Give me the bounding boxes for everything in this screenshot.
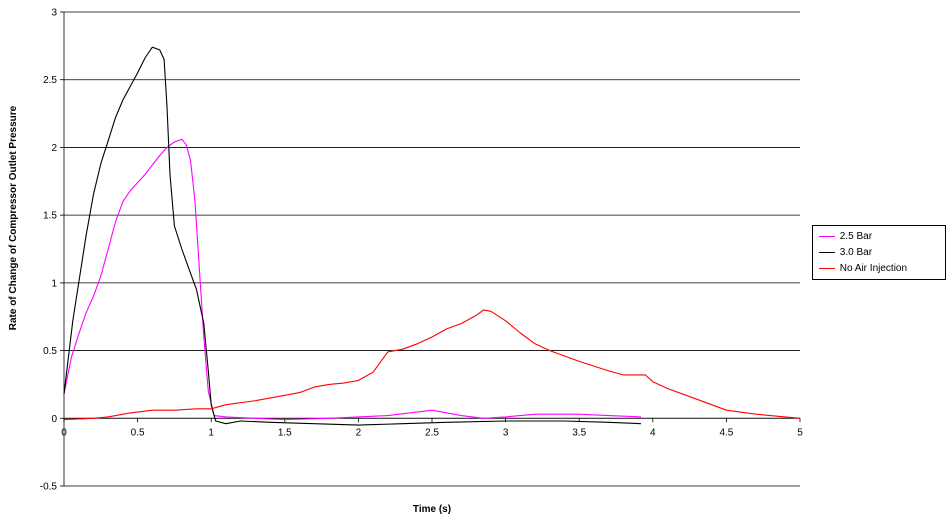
legend-label: No Air Injection <box>839 263 908 274</box>
y-tick-label: 1 <box>51 278 57 289</box>
series-line-2-5-bar <box>63 138 642 421</box>
x-tick-label: 3.5 <box>572 427 586 438</box>
legend-swatch <box>819 251 835 253</box>
y-tick-label: 0 <box>51 414 57 425</box>
y-tick-label: -0.5 <box>40 482 58 493</box>
y-tick-label: 1.5 <box>43 211 57 222</box>
y-tick-label: 2 <box>51 143 57 154</box>
x-tick-label: 2 <box>356 427 362 438</box>
series-lines <box>63 46 801 426</box>
legend-item-2-5-bar: 2.5 Bar <box>819 230 872 244</box>
x-tick-label: 0.5 <box>131 427 145 438</box>
x-tick-label: 4.5 <box>719 427 733 438</box>
x-tick-label: 3 <box>503 427 509 438</box>
x-tick-label: 1.5 <box>278 427 292 438</box>
axes <box>60 11 801 487</box>
legend-item-no-air-injection: No Air Injection <box>819 262 907 276</box>
x-tick-label: 1 <box>208 427 214 438</box>
series-line-3-0-bar <box>63 46 642 426</box>
y-tick-labels: -0.5 0 0.5 1 1.5 2 2.5 3 <box>40 8 58 493</box>
y-axis-title: Rate of Change of Compressor Outlet Pres… <box>8 105 19 330</box>
legend-label: 2.5 Bar <box>839 231 873 242</box>
y-tick-label: 3 <box>51 8 57 19</box>
legend-item-3-0-bar: 3.0 Bar <box>819 246 872 260</box>
x-tick-label: 4 <box>650 427 656 438</box>
x-axis-title: Time (s) <box>413 504 451 515</box>
y-tick-label: 2.5 <box>43 75 57 86</box>
legend-swatch <box>819 235 835 237</box>
x-tick-labels: 0 0.5 1 1.5 2 2.5 3 3.5 4 4.5 5 <box>61 427 803 438</box>
x-tick-label: 2.5 <box>425 427 439 438</box>
x-tick-label: 5 <box>797 427 803 438</box>
legend-swatch <box>819 267 835 269</box>
legend-label: 3.0 Bar <box>839 247 873 258</box>
legend: 2.5 Bar 3.0 Bar No Air Injection <box>812 225 946 280</box>
y-tick-label: 0.5 <box>43 346 57 357</box>
gridlines <box>64 11 800 487</box>
x-tick-label: 0 <box>61 427 67 438</box>
series-line-no-air-injection <box>63 309 801 421</box>
